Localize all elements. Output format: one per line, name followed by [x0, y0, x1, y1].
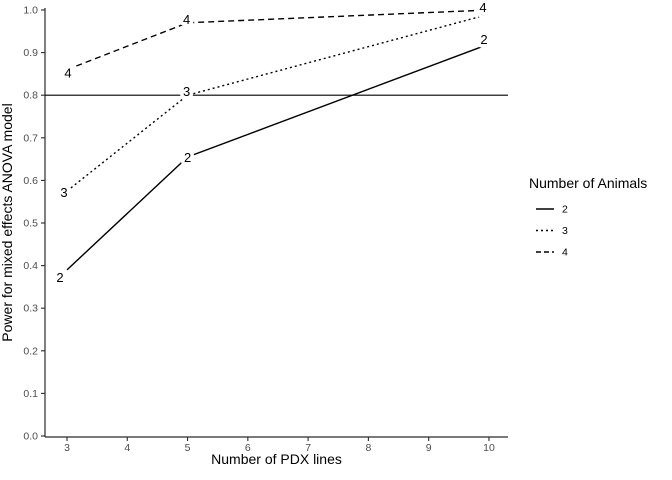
point-label-2: 2: [56, 270, 63, 285]
x-tick-label: 10: [483, 442, 495, 454]
x-tick-label: 8: [365, 442, 371, 454]
y-axis-title: Power for mixed effects ANOVA model: [0, 103, 15, 341]
y-tick-label: 0.3: [23, 303, 38, 315]
x-tick-label: 7: [305, 442, 311, 454]
x-tick-label: 4: [124, 442, 130, 454]
y-tick-label: 0.1: [23, 388, 38, 400]
y-tick-label: 1.0: [23, 5, 38, 17]
point-label-3: 3: [60, 185, 67, 200]
x-tick-label: 5: [185, 442, 191, 454]
point-label-4: 4: [64, 66, 71, 81]
x-tick-label: 3: [64, 442, 70, 454]
series-line-2: [66, 43, 490, 271]
x-tick-label: 6: [245, 442, 251, 454]
y-tick-label: 0.4: [23, 260, 38, 272]
x-tick-label: 9: [426, 442, 432, 454]
legend-title: Number of Animals: [529, 175, 647, 191]
point-label-2: 2: [184, 150, 191, 165]
y-tick-label: 0.2: [23, 345, 38, 357]
point-label-2: 2: [480, 32, 487, 47]
y-tick-label: 0.5: [23, 218, 38, 230]
y-tick-label: 0.8: [23, 90, 38, 102]
point-label-3: 3: [183, 84, 190, 99]
y-tick-label: 0.7: [23, 132, 38, 144]
series-line-3: [66, 13, 490, 192]
y-tick-label: 0.9: [23, 47, 38, 59]
series-line-4: [66, 9, 489, 71]
legend-label-4: 4: [562, 247, 568, 259]
point-label-3: 3: [480, 3, 487, 18]
x-axis-title: Number of PDX lines: [211, 451, 342, 467]
point-label-4: 4: [183, 12, 190, 27]
y-tick-label: 0.0: [23, 431, 38, 443]
legend-label-3: 3: [562, 225, 568, 237]
legend-label-2: 2: [562, 204, 568, 216]
y-tick-label: 0.6: [23, 175, 38, 187]
point-label-4: 4: [479, 0, 486, 15]
